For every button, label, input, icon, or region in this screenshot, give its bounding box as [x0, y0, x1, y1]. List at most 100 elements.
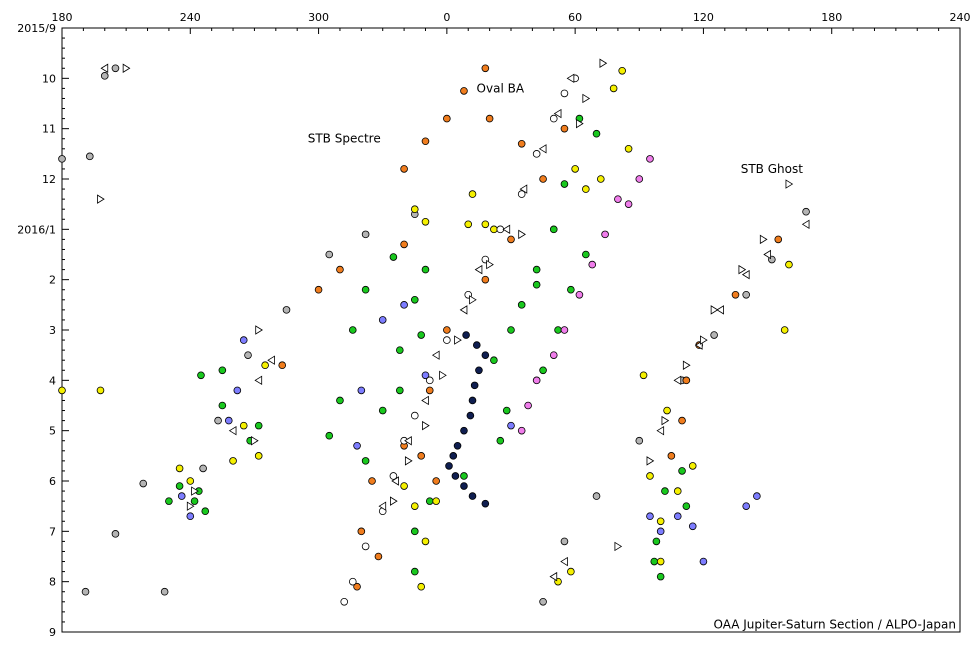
data-point-triangle [502, 224, 511, 235]
data-point-triangle [614, 541, 623, 552]
data-point [400, 482, 408, 490]
x-tick-label: 300 [308, 11, 329, 24]
data-point [348, 326, 357, 334]
data-point-triangle [255, 325, 263, 335]
data-point [378, 316, 387, 324]
data-point-triangle [254, 375, 263, 386]
data-point [567, 567, 575, 576]
data-point [348, 577, 357, 586]
data-point-triangle [421, 395, 429, 406]
data-point [396, 386, 404, 395]
data-point [560, 89, 569, 98]
data-point [502, 406, 511, 415]
data-point [421, 371, 430, 380]
data-point [282, 306, 291, 314]
data-point [58, 155, 66, 163]
data-point [190, 497, 199, 505]
data-point [481, 64, 490, 73]
data-point [507, 326, 515, 334]
data-point [443, 114, 451, 123]
data-point-triangle [454, 335, 462, 345]
data-point [481, 275, 490, 284]
data-point [635, 436, 644, 445]
data-point [336, 265, 344, 274]
data-point-triangle [599, 58, 608, 68]
data-point-triangle [682, 360, 691, 370]
data-marks [58, 58, 810, 606]
data-point-triangle [186, 501, 195, 511]
data-point [678, 467, 686, 475]
data-point [374, 552, 383, 561]
data-point-triangle [422, 420, 430, 431]
data-point [618, 66, 626, 75]
data-point [688, 522, 697, 531]
data-point [445, 462, 453, 470]
data-point-triangle [251, 436, 259, 446]
data-point [774, 235, 783, 244]
data-point [742, 502, 750, 510]
data-point [432, 477, 440, 485]
data-point [539, 366, 547, 375]
data-point [233, 386, 242, 395]
data-point-triangle [122, 63, 131, 73]
data-point [481, 351, 490, 359]
annotation-label: STB Spectre [308, 132, 381, 146]
data-point [496, 436, 505, 445]
data-point [596, 175, 605, 183]
data-point-triangle [560, 556, 568, 567]
data-point [475, 366, 483, 375]
data-point [353, 582, 361, 591]
data-point-triangle [576, 118, 584, 129]
data-point [656, 572, 665, 581]
data-point [592, 129, 601, 138]
data-point [443, 336, 451, 344]
data-point [400, 240, 408, 249]
data-point [197, 371, 205, 380]
data-point [201, 507, 210, 516]
x-tick-label: 180 [52, 11, 73, 24]
data-point [449, 452, 458, 460]
data-point [567, 285, 575, 294]
data-point [85, 152, 94, 161]
data-point [361, 457, 370, 465]
data-point [549, 351, 558, 359]
data-point [111, 64, 120, 73]
x-tick-label: 60 [568, 11, 582, 24]
data-point [453, 441, 462, 450]
data-point [425, 386, 434, 395]
data-point [688, 462, 697, 470]
data-point [357, 386, 366, 395]
data-point-triangle [738, 264, 747, 275]
data-point [673, 487, 682, 495]
annotation-label: OAA Jupiter-Saturn Section / ALPO-Japan [713, 617, 956, 631]
data-point [254, 421, 263, 430]
data-point [624, 200, 633, 208]
data-point [710, 331, 718, 339]
data-point [678, 416, 686, 425]
data-point [165, 497, 173, 505]
data-point [353, 441, 361, 450]
data-point [468, 190, 477, 198]
data-point [58, 386, 66, 395]
y-tick-label: 5 [49, 425, 56, 438]
data-point [646, 155, 654, 163]
data-point [753, 492, 761, 500]
y-tick-label: 10 [42, 72, 56, 85]
data-point-triangle [759, 234, 768, 245]
data-point [539, 175, 547, 183]
data-point [239, 421, 248, 430]
data-point [278, 361, 287, 370]
data-point [650, 557, 659, 566]
x-tick-label: 0 [443, 11, 450, 24]
data-point [361, 230, 370, 239]
data-point [661, 487, 669, 495]
data-point [389, 472, 398, 480]
data-point-triangle [538, 144, 547, 154]
data-point [470, 381, 479, 390]
data-point [646, 512, 654, 521]
data-point [517, 301, 526, 309]
data-point [575, 290, 584, 299]
y-tick-label: 4 [49, 374, 56, 387]
data-point [214, 416, 222, 425]
